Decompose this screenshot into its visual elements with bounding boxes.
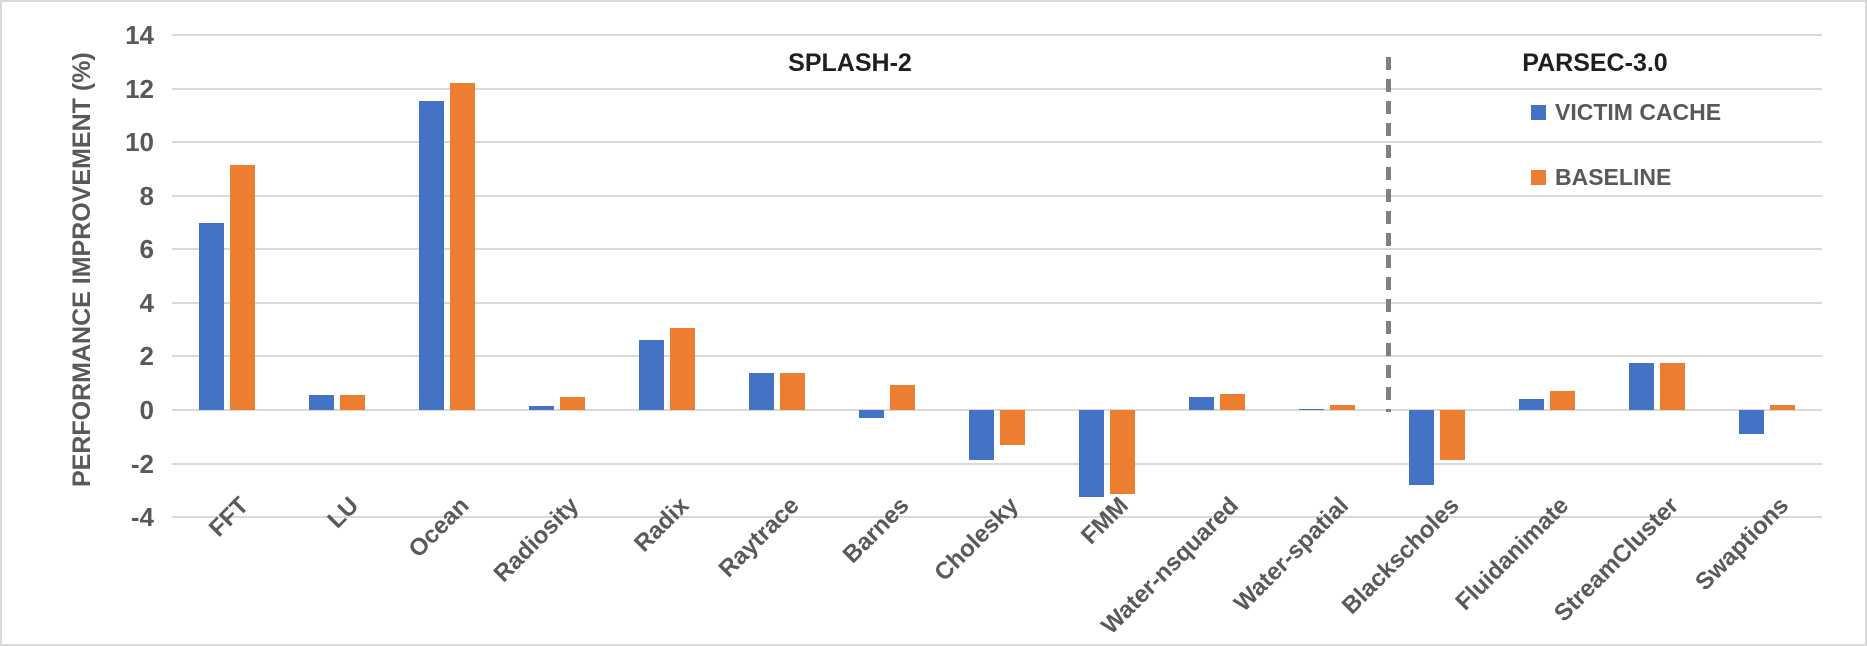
- bar-fmm-victim-cache: [1078, 410, 1104, 498]
- bar-radix-baseline: [669, 328, 695, 410]
- bar-cholesky-baseline: [999, 410, 1025, 445]
- bar-fluidanimate-baseline: [1549, 391, 1575, 410]
- bar-ocean-baseline: [449, 83, 475, 410]
- bar-swaptions-victim-cache: [1738, 410, 1764, 435]
- bar-barnes-victim-cache: [858, 410, 884, 419]
- bar-ocean-victim-cache: [418, 100, 444, 410]
- x-tick-label-fluidanimate: Fluidanimate: [1450, 492, 1575, 616]
- bar-fft-victim-cache: [198, 222, 224, 410]
- y-tick-label: 8: [139, 180, 154, 211]
- bar-lu-victim-cache: [308, 395, 334, 410]
- y-tick-label: -4: [130, 502, 154, 533]
- section-label-parsec: PARSEC-3.0: [1522, 49, 1668, 77]
- bar-raytrace-victim-cache: [748, 372, 774, 410]
- legend-item-baseline: BASELINE: [1531, 165, 1671, 189]
- x-tick-label-cholesky: Cholesky: [929, 492, 1025, 587]
- x-tick-label-water-spatial: Water-spatial: [1229, 492, 1355, 618]
- bar-lu-baseline: [339, 395, 365, 410]
- x-tick-label-lu: LU: [322, 492, 365, 534]
- gridline-y8: [172, 194, 1822, 197]
- bar-barnes-baseline: [889, 384, 915, 410]
- y-tick-label: 10: [125, 127, 154, 158]
- y-tick-label: 14: [125, 20, 154, 51]
- legend-label: BASELINE: [1555, 164, 1672, 190]
- legend-label: VICTIM CACHE: [1555, 99, 1722, 125]
- bar-water-spatial-baseline: [1329, 404, 1355, 410]
- bar-blackscholes-victim-cache: [1408, 410, 1434, 485]
- gridline-y2: [172, 355, 1822, 358]
- legend-item-victim-cache: VICTIM CACHE: [1531, 100, 1721, 124]
- y-tick-label: 2: [139, 341, 154, 372]
- x-tick-label-blackscholes: Blackscholes: [1336, 492, 1465, 620]
- bar-streamcluster-victim-cache: [1628, 363, 1654, 410]
- x-tick-label-ocean: Ocean: [403, 492, 475, 563]
- bar-radiosity-baseline: [559, 396, 585, 410]
- bar-water-nsquared-baseline: [1219, 393, 1245, 410]
- bar-water-nsquared-victim-cache: [1188, 396, 1214, 410]
- gridline-y12: [172, 87, 1822, 90]
- section-label-splash2: SPLASH-2: [788, 49, 912, 77]
- bar-cholesky-victim-cache: [968, 410, 994, 460]
- bar-radix-victim-cache: [638, 340, 664, 410]
- x-tick-label-swaptions: Swaptions: [1690, 492, 1795, 596]
- bar-fluidanimate-victim-cache: [1518, 399, 1544, 410]
- y-tick-label: -2: [130, 448, 154, 479]
- y-tick-label: 12: [125, 73, 154, 104]
- bar-raytrace-baseline: [779, 372, 805, 410]
- gridline-y14: [172, 34, 1822, 37]
- gridline-y0: [172, 409, 1822, 411]
- bar-fmm-baseline: [1109, 410, 1135, 495]
- legend-swatch-baseline: [1531, 169, 1546, 185]
- gridline-y6: [172, 248, 1822, 251]
- bar-water-spatial-victim-cache: [1298, 408, 1324, 410]
- x-tick-label-fmm: FMM: [1076, 492, 1135, 550]
- bar-radiosity-victim-cache: [528, 405, 554, 410]
- x-tick-label-radix: Radix: [628, 492, 695, 558]
- y-tick-label: 0: [139, 395, 154, 425]
- bar-fft-baseline: [229, 164, 255, 410]
- bar-swaptions-baseline: [1769, 404, 1795, 410]
- legend-swatch-victim-cache: [1531, 104, 1546, 120]
- x-tick-label-barnes: Barnes: [837, 492, 915, 569]
- suite-divider-dashed-line: [1386, 57, 1391, 412]
- gridline-y10: [172, 141, 1822, 144]
- x-tick-label-raytrace: Raytrace: [713, 492, 805, 583]
- x-tick-label-fft: FFT: [203, 492, 255, 543]
- y-tick-label: 4: [139, 287, 154, 318]
- y-tick-label: 6: [139, 234, 154, 265]
- x-tick-label-radiosity: Radiosity: [488, 492, 585, 588]
- bar-streamcluster-baseline: [1659, 363, 1685, 410]
- gridline-y-4: [172, 516, 1822, 519]
- bar-blackscholes-baseline: [1439, 410, 1465, 460]
- gridline-y4: [172, 301, 1822, 304]
- gridline-y-2: [172, 462, 1822, 465]
